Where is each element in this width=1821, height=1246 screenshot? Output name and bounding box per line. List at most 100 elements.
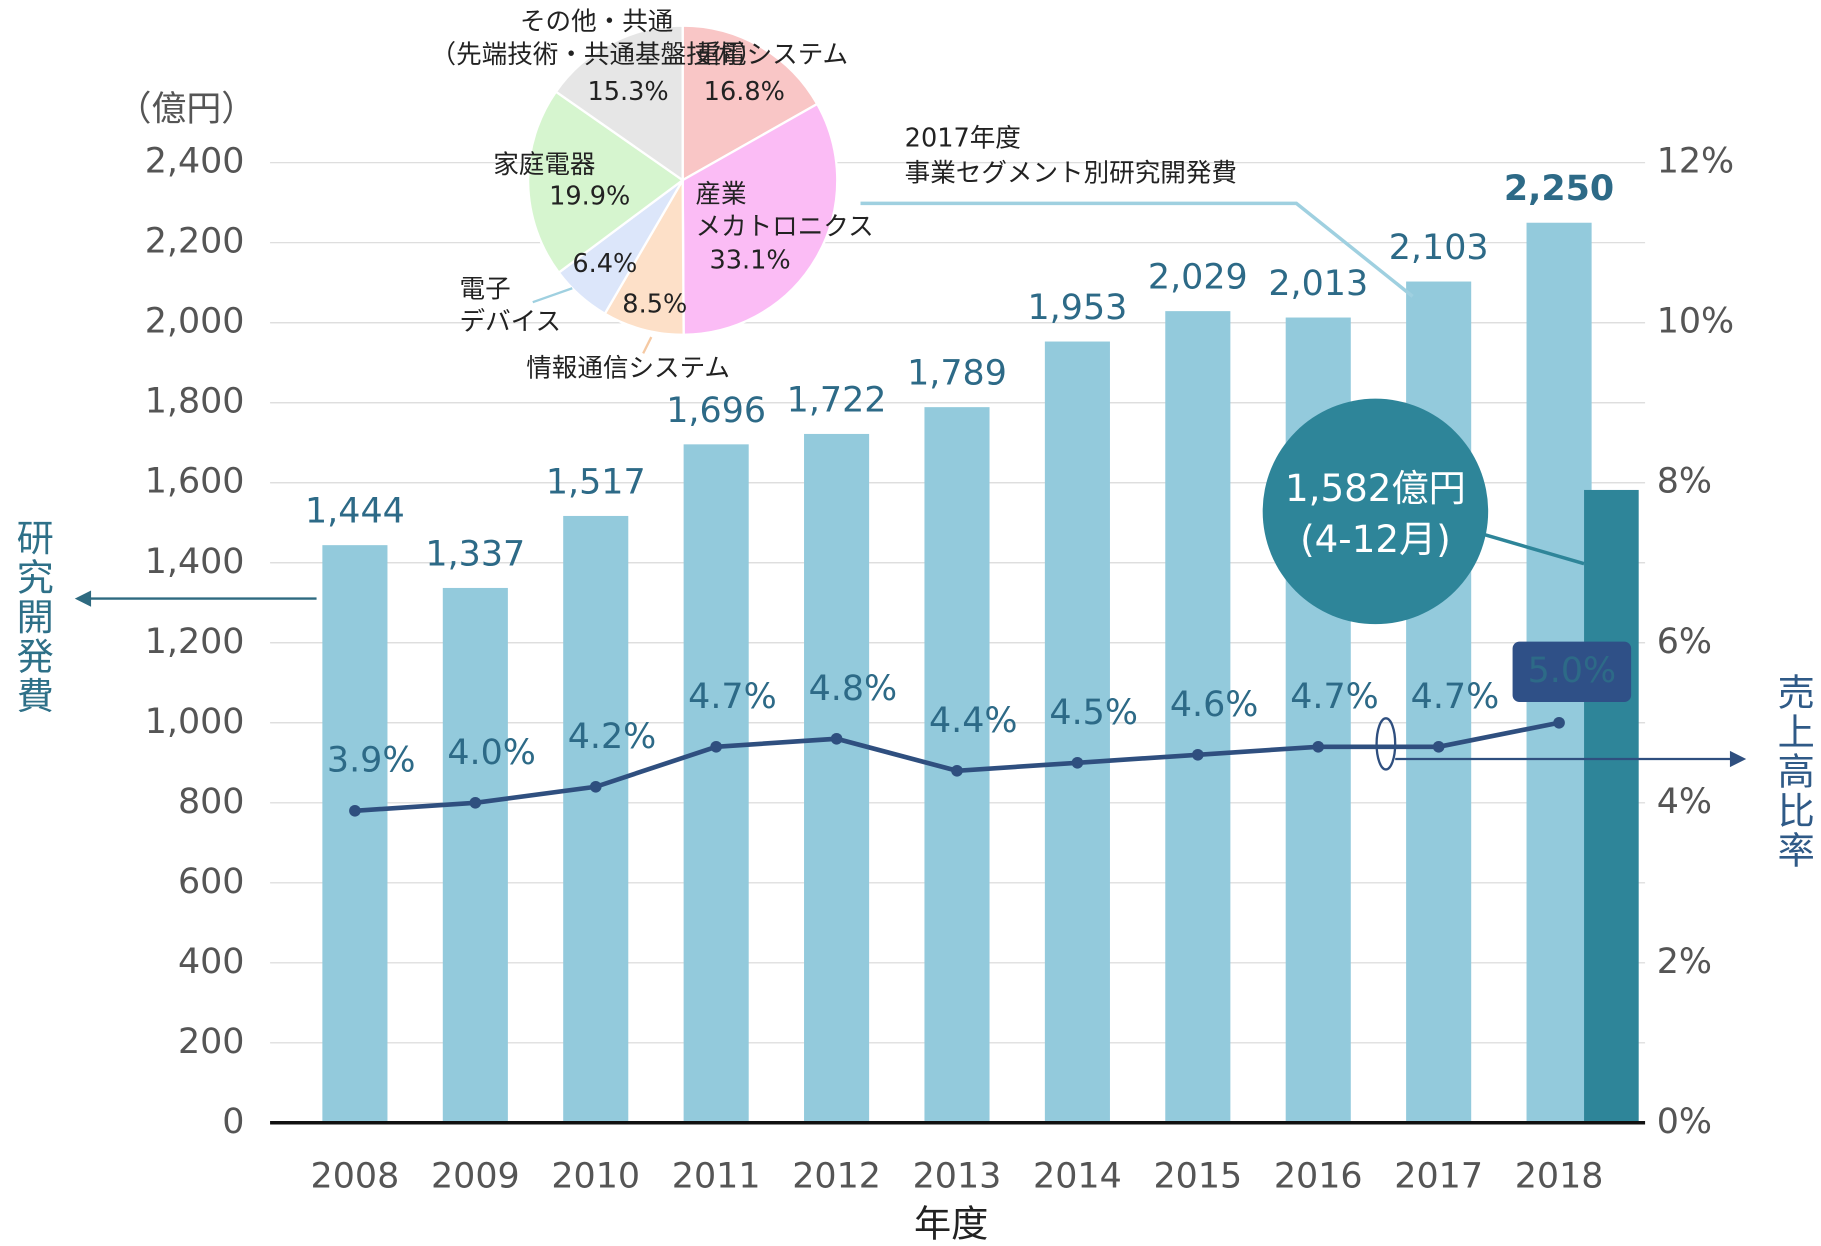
line-marker — [589, 780, 602, 793]
pie-category: 重電システム — [695, 40, 848, 70]
bar — [1165, 311, 1231, 1123]
bar — [1584, 489, 1639, 1123]
data-label: 3.9% — [327, 740, 416, 780]
y-axis-title-char: 開 — [17, 595, 54, 639]
y-tick-label: 0 — [222, 1102, 244, 1142]
data-label: 1,444 — [305, 492, 405, 532]
y-tick-label: 2,000 — [145, 302, 245, 342]
data-label: 1,789 — [907, 354, 1007, 394]
callout-line — [1476, 530, 1585, 566]
line-marker — [469, 796, 482, 809]
data-label: 4.7% — [1290, 677, 1379, 717]
data-label: 2,013 — [1268, 264, 1368, 304]
bar — [683, 444, 749, 1123]
y2-axis-title-char: 比 — [1778, 789, 1815, 833]
arrow-head — [74, 590, 92, 607]
data-label: 2,250 — [1504, 169, 1614, 209]
x-tick-label: 2014 — [1033, 1156, 1122, 1196]
line-marker — [830, 732, 843, 745]
y-axis-title-char: 費 — [17, 674, 54, 718]
data-label: 4.2% — [568, 717, 657, 757]
data-label: 4.0% — [447, 733, 536, 773]
leader — [532, 287, 573, 304]
y-tick-label: 1,400 — [145, 542, 245, 582]
data-label: 1,517 — [546, 462, 646, 502]
data-label: 1,953 — [1028, 288, 1128, 328]
y-axis-title-char: 究 — [17, 555, 54, 599]
bar — [563, 515, 629, 1123]
y-tick-label: 600 — [178, 862, 245, 902]
pie-value: 8.5% — [622, 290, 687, 320]
y2-axis-title-char: 率 — [1778, 829, 1815, 873]
x-tick-label: 2009 — [431, 1156, 520, 1196]
pie-title: 2017年度事業セグメント別研究開発費 — [905, 123, 1237, 188]
data-label: 1,696 — [666, 391, 766, 431]
x-tick-label: 2017 — [1394, 1156, 1483, 1196]
pie-value: 6.4% — [572, 249, 637, 279]
y2-tick-label: 0% — [1657, 1102, 1712, 1142]
pie-category: 電子デバイス — [460, 275, 561, 338]
y2-tick-label: 2% — [1657, 942, 1712, 982]
label-box — [1512, 641, 1632, 703]
x-axis-title: 年度 — [914, 1202, 988, 1246]
x-tick-label: 2018 — [1515, 1156, 1604, 1196]
data-label: 4.6% — [1170, 685, 1259, 725]
y-axis-title-char: 発 — [17, 635, 54, 679]
bar — [442, 587, 508, 1123]
data-label: 4.7% — [1411, 677, 1500, 717]
line-marker — [1553, 716, 1565, 729]
y-tick-label: 1,600 — [145, 462, 245, 502]
bar — [322, 545, 388, 1123]
pie-value: 15.3% — [587, 77, 668, 107]
data-label: 4.8% — [809, 669, 898, 709]
x-tick-label: 2016 — [1274, 1156, 1363, 1196]
pie-value: 33.1% — [709, 246, 790, 276]
pie-category: 情報通信システム — [526, 354, 730, 384]
arrow-head — [1729, 750, 1747, 768]
y-tick-label: 400 — [178, 942, 245, 982]
y2-tick-label: 12% — [1657, 142, 1734, 182]
pie-slice — [681, 24, 819, 183]
x-tick-label: 2013 — [913, 1156, 1002, 1196]
y-tick-label: 200 — [178, 1022, 245, 1062]
leader — [642, 336, 653, 354]
y2-axis-title-char: 売 — [1778, 671, 1815, 715]
pie-slice — [681, 102, 839, 336]
y2-tick-label: 10% — [1657, 302, 1734, 342]
pie-category: その他・共通（先端技術・共通基盤技術） — [431, 7, 763, 70]
pie-value: 19.9% — [549, 182, 630, 212]
y2-axis-title-char: 上 — [1778, 710, 1815, 754]
data-label: 1,337 — [425, 534, 525, 574]
data-label: 4.7% — [688, 677, 777, 717]
bar — [1044, 341, 1110, 1123]
pie-slice — [526, 90, 685, 275]
data-label: 2,103 — [1389, 228, 1489, 268]
bubble — [1262, 398, 1489, 625]
x-tick-label: 2015 — [1153, 1156, 1242, 1196]
data-label: 4.4% — [929, 701, 1018, 741]
line-marker — [1432, 740, 1445, 753]
pie-slice — [554, 24, 684, 183]
y2-tick-label: 8% — [1657, 462, 1712, 502]
line-marker — [349, 804, 361, 817]
line-marker — [710, 740, 722, 753]
callout-line — [860, 201, 1414, 298]
line-marker — [951, 764, 963, 777]
x-tick-label: 2012 — [792, 1156, 881, 1196]
data-label: 1,722 — [787, 380, 887, 420]
y-tick-label: 800 — [178, 782, 245, 822]
y-axis-title: 研究開発費 — [17, 516, 54, 718]
x-tick-label: 2010 — [551, 1156, 640, 1196]
line-marker — [1192, 748, 1204, 761]
y-tick-label: 1,800 — [145, 382, 245, 422]
pie-value: 16.8% — [704, 77, 785, 107]
y2-tick-label: 6% — [1657, 622, 1712, 662]
line-marker — [1071, 756, 1084, 769]
y-tick-label: 1,000 — [145, 702, 245, 742]
data-label: 4.5% — [1049, 693, 1138, 733]
marker-ring — [1375, 717, 1397, 771]
y-axis-unit: （億円） — [117, 89, 256, 129]
